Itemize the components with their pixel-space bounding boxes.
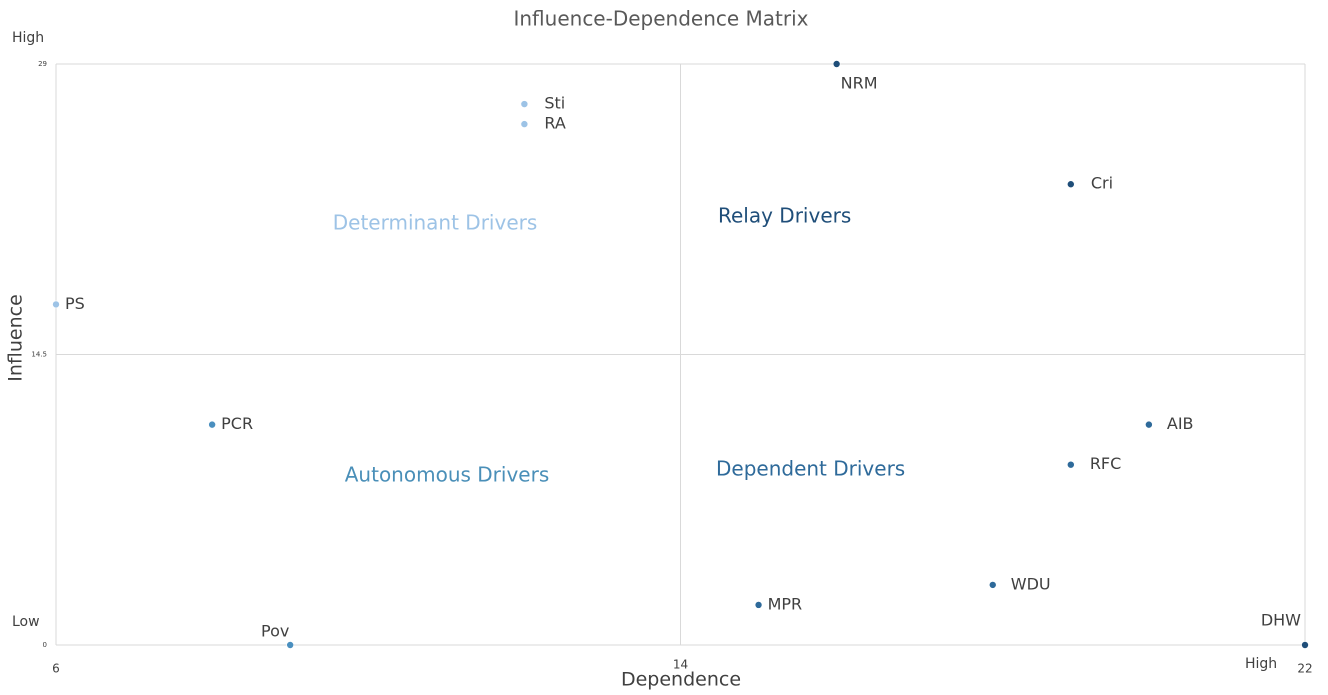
annotation: High: [1245, 656, 1277, 672]
y-tick-label: 0: [43, 641, 47, 649]
point: [52, 300, 60, 309]
point-label: RFC: [1090, 454, 1122, 473]
point-label: PS: [65, 294, 85, 313]
annotation: High: [12, 30, 44, 46]
annotation: Autonomous Drivers: [345, 463, 549, 487]
point: [520, 120, 529, 128]
annotation: Determinant Drivers: [333, 211, 538, 235]
point-label: Pov: [261, 622, 289, 641]
annotation: Dependent Drivers: [716, 457, 905, 481]
y-axis-label: Influence: [5, 294, 27, 382]
annotation: Low: [12, 614, 40, 630]
point-label: Sti: [544, 94, 565, 113]
y-tick-label: 29: [38, 60, 47, 68]
point: [754, 601, 763, 609]
point: [520, 100, 529, 108]
annotation: Relay Drivers: [718, 204, 851, 228]
point-label: PCR: [221, 414, 253, 433]
point: [988, 581, 997, 589]
point: [208, 420, 216, 429]
point: [1067, 460, 1075, 469]
point-label: WDU: [1011, 574, 1051, 593]
point-label: AIB: [1167, 414, 1194, 433]
point: [286, 641, 294, 649]
point-label: Cri: [1091, 174, 1113, 193]
x-axis-label: Dependence: [621, 669, 741, 691]
point-label: RA: [544, 114, 565, 133]
point: [832, 60, 841, 68]
x-tick-label: 22: [1297, 662, 1312, 676]
point: [1067, 180, 1075, 189]
y-tick-label: 14.5: [31, 351, 47, 359]
point-label: DHW: [1261, 611, 1301, 630]
chart-title: Influence-Dependence Matrix: [513, 7, 808, 31]
point: [1145, 420, 1153, 429]
point: [1301, 641, 1309, 649]
x-tick-label: 6: [52, 662, 60, 676]
point-label: NRM: [841, 74, 878, 93]
x-tick-label: 14: [673, 658, 688, 672]
point-label: MPR: [768, 594, 803, 613]
